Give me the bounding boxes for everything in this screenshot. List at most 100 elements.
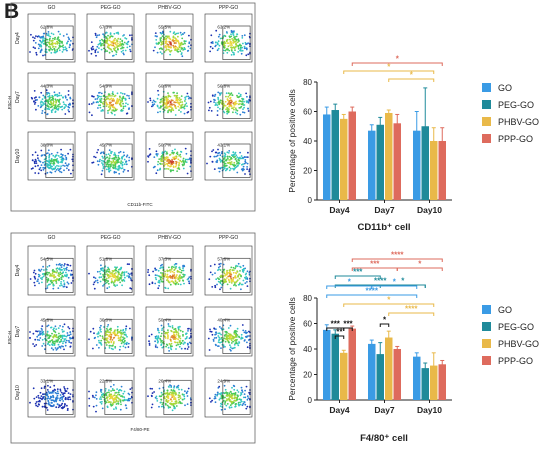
flow-event-dot xyxy=(125,327,127,330)
significance-bracket: * xyxy=(379,316,390,327)
flow-event-dot xyxy=(160,324,163,327)
flow-gate-percent: 54.9% xyxy=(99,83,112,88)
flow-event-dot xyxy=(246,270,249,273)
flow-event-dot xyxy=(123,168,126,171)
flow-event-dot xyxy=(235,100,237,103)
flow-event-dot xyxy=(150,394,153,397)
flow-event-dot xyxy=(175,333,178,336)
flow-event-dot xyxy=(161,327,164,330)
flow-event-dot xyxy=(29,278,32,280)
flow-event-dot xyxy=(99,401,102,404)
flow-event-dot xyxy=(37,43,40,46)
flow-event-dot xyxy=(174,327,177,330)
flow-plot: 38.0% xyxy=(27,131,76,181)
flow-event-dot xyxy=(186,336,188,338)
flow-gate xyxy=(104,143,133,178)
flow-event-dot xyxy=(165,399,168,402)
flow-event-dot xyxy=(148,274,151,277)
flow-event-dot xyxy=(67,36,70,39)
flow-event-dot xyxy=(40,105,43,108)
flow-event-dot xyxy=(187,327,189,330)
flow-event-dot xyxy=(56,267,59,270)
flow-event-dot xyxy=(100,44,103,47)
flow-plot: 54.5% xyxy=(27,245,76,296)
flow-event-dot xyxy=(212,340,215,342)
flow-event-dot xyxy=(179,31,182,34)
flow-event-dot xyxy=(230,277,233,280)
legend-swatch xyxy=(482,339,491,348)
flow-event-dot xyxy=(52,102,55,105)
flow-event-dot xyxy=(237,157,240,160)
flow-event-dot xyxy=(98,341,101,344)
flow-event-dot xyxy=(241,404,244,407)
flow-event-dot xyxy=(36,280,39,283)
flow-event-dot xyxy=(112,42,115,45)
flow-event-dot xyxy=(122,328,125,331)
flow-event-dot xyxy=(92,161,95,164)
flow-event-dot xyxy=(169,103,172,106)
flow-event-dot xyxy=(240,393,243,395)
flow-event-dot xyxy=(178,161,180,164)
flow-event-dot xyxy=(216,114,219,116)
flow-event-dot xyxy=(247,107,250,110)
flow-event-dot xyxy=(102,396,105,399)
flow-event-dot xyxy=(63,392,66,395)
flow-event-dot xyxy=(127,275,130,277)
flow-event-dot xyxy=(102,101,105,103)
flow-event-dot xyxy=(170,389,173,391)
flow-event-dot xyxy=(243,100,245,103)
flow-event-dot xyxy=(170,49,173,52)
flow-event-dot xyxy=(117,154,120,157)
flow-event-dot xyxy=(172,32,175,35)
flow-event-dot xyxy=(53,270,56,273)
flow-event-dot xyxy=(183,47,186,50)
flow-event-dot xyxy=(215,336,218,339)
flow-event-dot xyxy=(122,332,125,334)
flow-column-label: PPP-GO xyxy=(219,5,239,11)
flow-event-dot xyxy=(55,398,58,401)
flow-event-dot xyxy=(67,396,70,399)
flow-event-dot xyxy=(174,49,177,51)
flow-event-dot xyxy=(218,268,220,271)
flow-event-dot xyxy=(57,165,60,168)
bar-ppp-go xyxy=(393,349,401,400)
flow-event-dot xyxy=(110,335,112,338)
flow-event-dot xyxy=(229,287,232,290)
flow-event-dot xyxy=(231,337,233,340)
flow-event-dot xyxy=(42,168,45,171)
flow-event-dot xyxy=(119,166,121,169)
flow-event-dot xyxy=(40,164,43,167)
flow-event-dot xyxy=(179,268,182,271)
flow-event-dot xyxy=(119,101,122,104)
flow-event-dot xyxy=(96,94,99,97)
flow-event-dot xyxy=(46,34,49,36)
flow-event-dot xyxy=(173,103,175,106)
flow-event-dot xyxy=(166,160,169,163)
flow-event-dot xyxy=(51,344,54,346)
flow-event-dot xyxy=(175,95,178,97)
bar-phbv-go xyxy=(385,337,393,400)
flow-event-dot xyxy=(237,403,240,405)
flow-event-dot xyxy=(51,272,54,275)
flow-event-dot xyxy=(152,49,155,52)
flow-event-dot xyxy=(152,270,155,273)
significance-label: **** xyxy=(391,251,404,260)
flow-event-dot xyxy=(245,385,248,388)
flow-event-dot xyxy=(111,157,114,160)
flow-event-dot xyxy=(214,45,217,48)
flow-event-dot xyxy=(234,338,237,341)
flow-event-dot xyxy=(177,35,179,38)
flow-event-dot xyxy=(54,36,56,39)
flow-event-dot xyxy=(211,161,214,163)
flow-event-dot xyxy=(226,277,228,279)
flow-event-dot xyxy=(47,31,50,33)
flow-event-dot xyxy=(59,345,61,348)
flow-event-dot xyxy=(95,344,98,346)
flow-event-dot xyxy=(53,276,55,279)
flow-event-dot xyxy=(61,51,64,53)
flow-event-dot xyxy=(148,335,151,337)
flow-event-dot xyxy=(177,334,180,337)
flow-event-dot xyxy=(156,346,159,349)
flow-event-dot xyxy=(168,269,171,271)
flow-event-dot xyxy=(127,399,129,402)
